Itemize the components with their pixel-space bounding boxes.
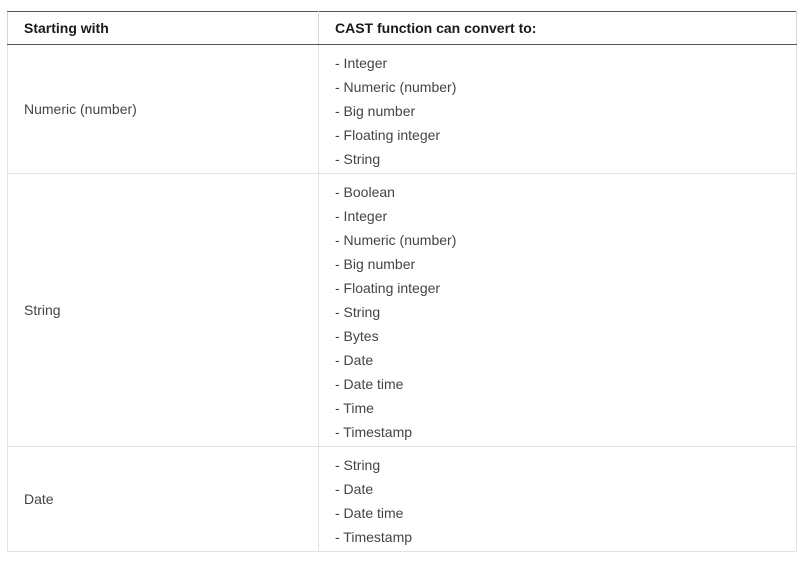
list-item: - String [335,456,381,473]
cast-conversion-table: Starting with CAST function can convert … [7,11,797,552]
list-item: - Integer [335,54,388,71]
table-row: Numeric (number) - Integer - Numeric (nu… [7,44,797,174]
starting-type-cell: String [7,173,319,447]
list-item: - Date [335,480,374,497]
conversion-list: - Boolean - Integer - Numeric (number) -… [335,180,796,444]
list-item: - Bytes [335,327,379,344]
list-item: - Big number [335,255,416,272]
list-item: - Floating integer [335,126,441,143]
list-item: - Boolean [335,183,395,200]
list-item: - Date [335,351,374,368]
starting-type-cell: Numeric (number) [7,44,319,174]
table-header-row: Starting with CAST function can convert … [7,11,797,45]
list-item: - Big number [335,102,416,119]
list-item: - Timestamp [335,528,413,545]
list-item: - Floating integer [335,279,441,296]
conversions-cell: - Integer - Numeric (number) - Big numbe… [318,44,797,174]
table-row: String - Boolean - Integer - Numeric (nu… [7,173,797,447]
list-item: - String [335,150,381,167]
header-starting-with: Starting with [7,11,319,45]
conversion-list: - String - Date - Date time - Timestamp [335,453,796,549]
list-item: - String [335,303,381,320]
list-item: - Timestamp [335,423,413,440]
conversion-list: - Integer - Numeric (number) - Big numbe… [335,51,796,171]
header-cast-converts-to: CAST function can convert to: [318,11,797,45]
conversions-cell: - Boolean - Integer - Numeric (number) -… [318,173,797,447]
list-item: - Time [335,399,374,416]
list-item: - Numeric (number) [335,231,457,248]
list-item: - Numeric (number) [335,78,457,95]
conversions-cell: - String - Date - Date time - Timestamp [318,446,797,552]
list-item: - Date time [335,504,404,521]
table-row: Date - String - Date - Date time - Times… [7,446,797,552]
list-item: - Date time [335,375,404,392]
list-item: - Integer [335,207,388,224]
starting-type-cell: Date [7,446,319,552]
